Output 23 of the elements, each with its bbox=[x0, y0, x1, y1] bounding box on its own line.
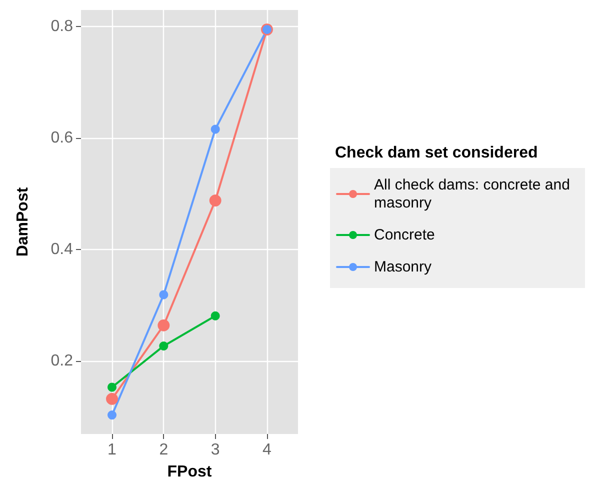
point bbox=[159, 290, 168, 300]
point bbox=[159, 341, 168, 350]
x-axis-title: FPost bbox=[167, 464, 212, 480]
legend-label: Concrete bbox=[374, 226, 435, 244]
legend-title: Check dam set considered bbox=[335, 144, 538, 162]
x-tick-label: 4 bbox=[262, 442, 272, 458]
legend-label: Masonry bbox=[374, 258, 432, 276]
y-tick-label: 0.4 bbox=[50, 241, 74, 258]
y-tick-label: 0.8 bbox=[50, 18, 74, 36]
x-tick-label: 3 bbox=[210, 442, 220, 458]
legend-label: All check dams: concrete and masonry bbox=[374, 176, 574, 212]
point bbox=[106, 392, 118, 405]
x-tick-label: 2 bbox=[159, 442, 168, 458]
y-tick-label: 0.2 bbox=[50, 352, 74, 370]
point bbox=[210, 124, 220, 134]
point bbox=[108, 382, 116, 392]
point bbox=[209, 194, 222, 207]
x-tick-label: 1 bbox=[108, 442, 117, 458]
point bbox=[108, 410, 116, 420]
point bbox=[210, 311, 220, 320]
point bbox=[158, 319, 170, 332]
y-tick-label: 0.6 bbox=[50, 130, 74, 147]
y-axis-title: DamPost bbox=[14, 186, 32, 257]
